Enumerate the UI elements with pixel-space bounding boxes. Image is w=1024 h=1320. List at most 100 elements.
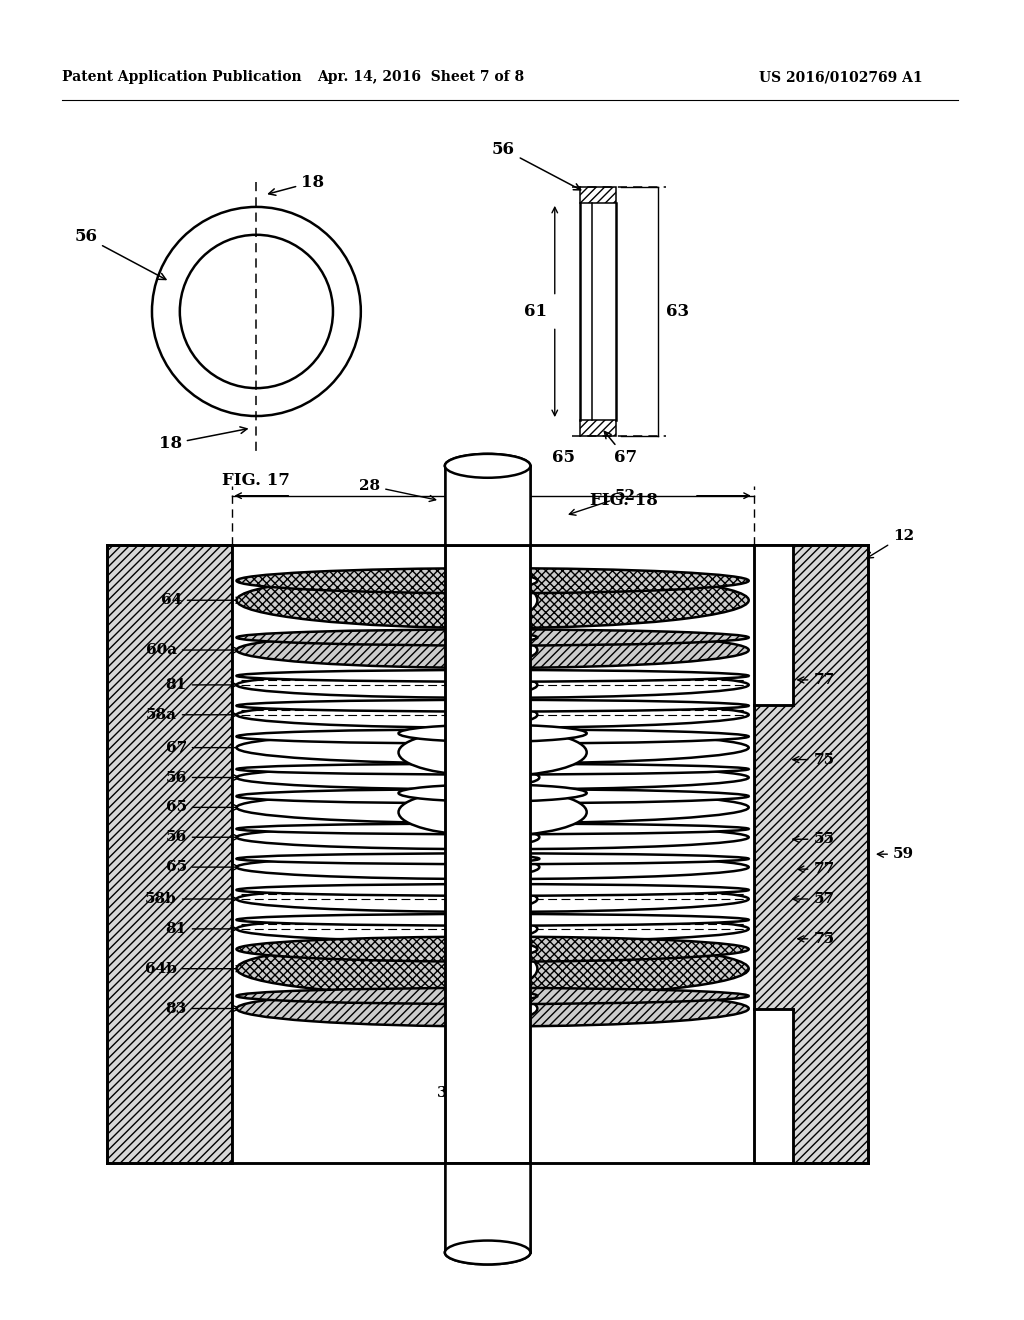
- Ellipse shape: [237, 789, 749, 804]
- Text: 52: 52: [569, 488, 636, 515]
- Text: 55: 55: [793, 832, 835, 846]
- Ellipse shape: [447, 920, 538, 939]
- Text: 64: 64: [161, 593, 242, 607]
- Bar: [754, 545, 868, 1163]
- Text: 56: 56: [492, 141, 581, 190]
- Text: 33: 33: [490, 463, 514, 479]
- Ellipse shape: [237, 824, 749, 834]
- Ellipse shape: [447, 573, 538, 589]
- Ellipse shape: [237, 630, 749, 645]
- Bar: [444, 1163, 530, 1253]
- Text: 56: 56: [166, 771, 240, 784]
- Ellipse shape: [444, 454, 530, 478]
- Text: 67: 67: [166, 741, 478, 755]
- Bar: [444, 1163, 530, 1253]
- Text: FIG. 18: FIG. 18: [591, 492, 658, 510]
- Ellipse shape: [447, 581, 538, 620]
- Text: 65: 65: [552, 449, 574, 466]
- Text: 67: 67: [604, 432, 638, 466]
- Text: 67: 67: [526, 800, 594, 814]
- Ellipse shape: [447, 949, 538, 989]
- Bar: [754, 1008, 794, 1163]
- Text: 64b: 64b: [145, 962, 242, 975]
- Ellipse shape: [237, 792, 749, 824]
- Ellipse shape: [237, 884, 749, 896]
- Ellipse shape: [237, 766, 749, 789]
- Bar: [580, 420, 616, 436]
- Ellipse shape: [445, 766, 540, 772]
- Ellipse shape: [237, 568, 749, 593]
- Ellipse shape: [398, 729, 587, 776]
- Ellipse shape: [444, 1241, 530, 1265]
- Text: 65: 65: [166, 800, 240, 814]
- Ellipse shape: [237, 913, 749, 925]
- Ellipse shape: [237, 731, 749, 763]
- Text: 75: 75: [793, 752, 835, 767]
- Bar: [444, 466, 530, 545]
- Bar: [231, 545, 754, 1163]
- Ellipse shape: [447, 676, 538, 694]
- Ellipse shape: [447, 941, 538, 957]
- Text: 58a: 58a: [145, 708, 238, 722]
- Bar: [444, 466, 530, 545]
- Ellipse shape: [447, 638, 538, 663]
- Bar: [444, 545, 530, 1163]
- Ellipse shape: [237, 886, 749, 912]
- Ellipse shape: [237, 990, 749, 1027]
- Text: 61: 61: [524, 304, 547, 319]
- Ellipse shape: [237, 941, 749, 997]
- Text: 77: 77: [798, 862, 835, 876]
- Ellipse shape: [447, 997, 538, 1022]
- Text: 77: 77: [798, 673, 835, 686]
- Text: 28: 28: [359, 479, 435, 502]
- Bar: [108, 545, 231, 1163]
- Ellipse shape: [237, 671, 749, 681]
- Ellipse shape: [237, 700, 749, 711]
- Text: 56: 56: [75, 228, 166, 280]
- Ellipse shape: [398, 788, 587, 836]
- Ellipse shape: [237, 573, 749, 628]
- Bar: [580, 187, 616, 203]
- Ellipse shape: [237, 632, 749, 668]
- Ellipse shape: [237, 916, 749, 941]
- Text: FIG. 19: FIG. 19: [451, 1229, 524, 1246]
- Text: US 2016/0102769 A1: US 2016/0102769 A1: [759, 70, 923, 84]
- Ellipse shape: [398, 725, 587, 742]
- Ellipse shape: [445, 859, 540, 875]
- Ellipse shape: [444, 1241, 530, 1265]
- Text: 83: 83: [166, 1002, 240, 1015]
- Text: 59: 59: [878, 847, 914, 861]
- Text: 18: 18: [159, 426, 247, 453]
- Ellipse shape: [237, 672, 749, 698]
- Text: 63: 63: [667, 304, 689, 319]
- Text: 65: 65: [166, 861, 240, 874]
- Text: 81: 81: [166, 921, 238, 936]
- Ellipse shape: [447, 632, 538, 643]
- Ellipse shape: [237, 764, 749, 775]
- Ellipse shape: [445, 770, 540, 785]
- Ellipse shape: [398, 784, 587, 801]
- Ellipse shape: [447, 706, 538, 723]
- Ellipse shape: [444, 454, 530, 478]
- Ellipse shape: [447, 890, 538, 908]
- Text: FIG. 17: FIG. 17: [222, 473, 291, 490]
- Ellipse shape: [237, 855, 749, 879]
- Text: Apr. 14, 2016  Sheet 7 of 8: Apr. 14, 2016 Sheet 7 of 8: [317, 70, 524, 84]
- Ellipse shape: [445, 855, 540, 862]
- Ellipse shape: [237, 937, 749, 962]
- Text: 12: 12: [866, 528, 914, 558]
- Text: 18: 18: [268, 173, 325, 195]
- Text: 81: 81: [166, 678, 238, 692]
- Text: 60a: 60a: [145, 643, 240, 657]
- Ellipse shape: [237, 987, 749, 1005]
- Ellipse shape: [445, 825, 540, 832]
- Text: 75: 75: [798, 932, 835, 946]
- Ellipse shape: [447, 991, 538, 1001]
- Ellipse shape: [237, 854, 749, 865]
- Bar: [754, 545, 794, 705]
- Text: 58b: 58b: [145, 892, 238, 906]
- Text: Patent Application Publication: Patent Application Publication: [62, 70, 302, 84]
- Text: 56: 56: [166, 830, 240, 845]
- Text: 32: 32: [436, 1086, 487, 1229]
- Ellipse shape: [237, 825, 749, 849]
